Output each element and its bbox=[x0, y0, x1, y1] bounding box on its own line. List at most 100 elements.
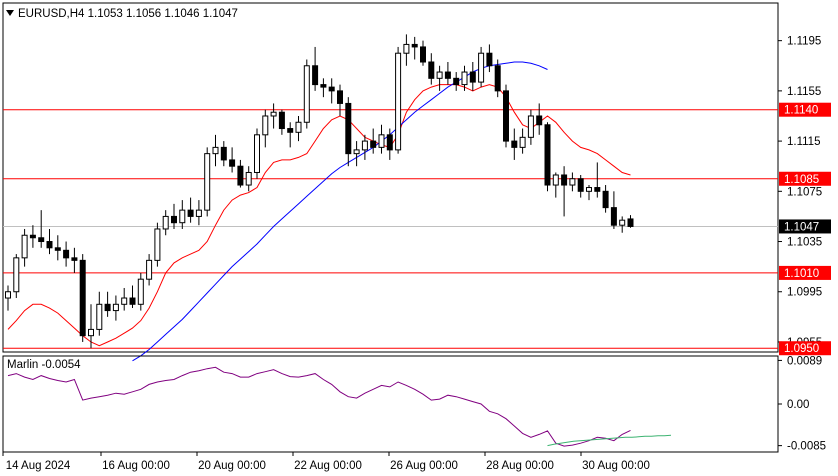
candle[interactable] bbox=[503, 84, 509, 148]
candle[interactable] bbox=[403, 34, 410, 66]
candle[interactable] bbox=[486, 44, 493, 73]
candle-body-down bbox=[38, 237, 45, 243]
candle-body-up bbox=[527, 115, 534, 138]
candle-body-down bbox=[503, 90, 509, 142]
candle[interactable] bbox=[411, 36, 418, 60]
candle[interactable] bbox=[112, 295, 119, 321]
candle[interactable] bbox=[353, 141, 360, 167]
candle[interactable] bbox=[162, 210, 169, 236]
candle-body-up bbox=[204, 153, 211, 211]
candle[interactable] bbox=[5, 285, 11, 311]
candle[interactable] bbox=[262, 109, 269, 148]
candle[interactable] bbox=[337, 84, 343, 116]
candle[interactable] bbox=[212, 134, 219, 167]
candle[interactable] bbox=[121, 287, 128, 311]
candle[interactable] bbox=[245, 166, 252, 192]
candle[interactable] bbox=[602, 185, 609, 213]
candle-body-down bbox=[428, 61, 435, 79]
candle-body-up bbox=[21, 234, 28, 259]
candle[interactable] bbox=[569, 172, 576, 192]
candle[interactable] bbox=[179, 200, 186, 229]
candle[interactable] bbox=[420, 40, 426, 66]
candle[interactable] bbox=[146, 254, 153, 286]
candle[interactable] bbox=[478, 46, 485, 88]
indicator-panel[interactable]: Marlin -0.0054 0.0089 0.00 -0.0085 bbox=[2, 355, 826, 453]
candle[interactable] bbox=[96, 291, 103, 336]
candle[interactable] bbox=[428, 53, 435, 85]
candle-body-up bbox=[395, 52, 402, 151]
candle[interactable] bbox=[270, 103, 277, 129]
candle[interactable] bbox=[610, 191, 617, 229]
candle[interactable] bbox=[577, 174, 584, 198]
candle[interactable] bbox=[71, 247, 78, 273]
candle[interactable] bbox=[229, 147, 236, 173]
candle-body-up bbox=[254, 134, 260, 173]
candle[interactable] bbox=[278, 109, 285, 135]
candle[interactable] bbox=[561, 166, 568, 217]
candle-body-down bbox=[444, 71, 451, 79]
candle[interactable] bbox=[237, 159, 244, 188]
candle[interactable] bbox=[38, 210, 45, 248]
candle[interactable] bbox=[370, 128, 377, 154]
candle-body-down bbox=[171, 215, 177, 224]
candle[interactable] bbox=[287, 122, 294, 148]
candle[interactable] bbox=[63, 241, 70, 267]
candle[interactable] bbox=[154, 222, 161, 267]
candle[interactable] bbox=[104, 291, 111, 317]
symbol-line: EURUSD,H4 1.1053 1.1056 1.1046 1.1047 bbox=[18, 8, 238, 20]
candle[interactable] bbox=[345, 97, 352, 167]
candle[interactable] bbox=[320, 78, 327, 98]
candle-body-down bbox=[345, 102, 352, 155]
collapse-arrow-icon[interactable] bbox=[6, 10, 14, 16]
candle[interactable] bbox=[88, 304, 94, 349]
candle[interactable] bbox=[303, 59, 310, 129]
candle[interactable] bbox=[295, 115, 302, 142]
candle[interactable] bbox=[220, 141, 227, 167]
time-axis: 14 Aug 2024 16 Aug 00:00 20 Aug 00:00 22 Au… bbox=[2, 452, 650, 472]
candle[interactable] bbox=[137, 272, 144, 311]
candle[interactable] bbox=[469, 62, 476, 91]
candle[interactable] bbox=[79, 254, 86, 342]
candle[interactable] bbox=[54, 235, 61, 261]
candle[interactable] bbox=[21, 228, 28, 267]
candle[interactable] bbox=[453, 72, 460, 91]
candle[interactable] bbox=[361, 134, 368, 160]
candle[interactable] bbox=[254, 128, 260, 179]
candle[interactable] bbox=[171, 203, 177, 229]
candle[interactable] bbox=[46, 228, 53, 255]
candle[interactable] bbox=[187, 197, 194, 223]
candle-body-down bbox=[29, 234, 36, 239]
candle[interactable] bbox=[494, 59, 501, 98]
candle[interactable] bbox=[395, 46, 402, 154]
candle[interactable] bbox=[386, 128, 393, 160]
candle[interactable] bbox=[627, 215, 634, 228]
candle[interactable] bbox=[444, 62, 451, 85]
main-price-panel[interactable]: 1.1195 1.1155 1.1115 1.1075 1.1035 1.0995 1.09… bbox=[2, 2, 831, 362]
candle[interactable] bbox=[436, 65, 443, 91]
candle-body-down bbox=[494, 65, 501, 92]
candle[interactable] bbox=[378, 124, 385, 154]
candle[interactable] bbox=[544, 122, 551, 192]
candle-body-down bbox=[79, 259, 86, 337]
candle[interactable] bbox=[527, 109, 534, 145]
candle[interactable] bbox=[195, 200, 202, 226]
candle[interactable] bbox=[519, 128, 526, 154]
candle-body-up bbox=[378, 134, 385, 148]
candle-body-down bbox=[328, 86, 335, 92]
candle[interactable] bbox=[13, 254, 20, 299]
candle-body-down bbox=[229, 159, 236, 167]
candle[interactable] bbox=[29, 225, 36, 248]
candle[interactable] bbox=[511, 128, 518, 160]
candle[interactable] bbox=[552, 172, 559, 198]
candle[interactable] bbox=[129, 285, 136, 309]
candle[interactable] bbox=[594, 162, 601, 198]
candle[interactable] bbox=[536, 103, 543, 135]
candle[interactable] bbox=[312, 46, 319, 91]
candle[interactable] bbox=[619, 216, 626, 233]
level-label: 1.1010 bbox=[784, 268, 819, 280]
candle[interactable] bbox=[328, 78, 335, 104]
candle[interactable] bbox=[586, 185, 592, 201]
candle[interactable] bbox=[461, 65, 468, 91]
candle[interactable] bbox=[204, 147, 211, 217]
